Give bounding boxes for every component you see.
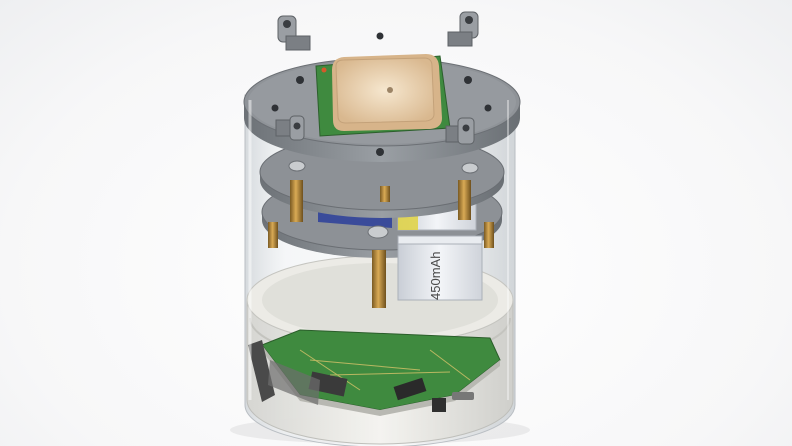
plate-screws	[288, 160, 479, 239]
side-connector	[248, 340, 474, 412]
bracket-right	[447, 11, 479, 47]
patch-antenna	[332, 54, 442, 131]
upper-standoffs	[290, 180, 471, 222]
bracket-left	[277, 15, 311, 51]
battery-label: 450mAh	[428, 252, 443, 300]
battery-pack: 450mAh	[397, 235, 483, 301]
bracket-front-left	[275, 115, 305, 141]
top-brackets	[275, 11, 479, 145]
lower-standoffs	[268, 222, 494, 308]
bracket-front-right	[445, 117, 475, 145]
